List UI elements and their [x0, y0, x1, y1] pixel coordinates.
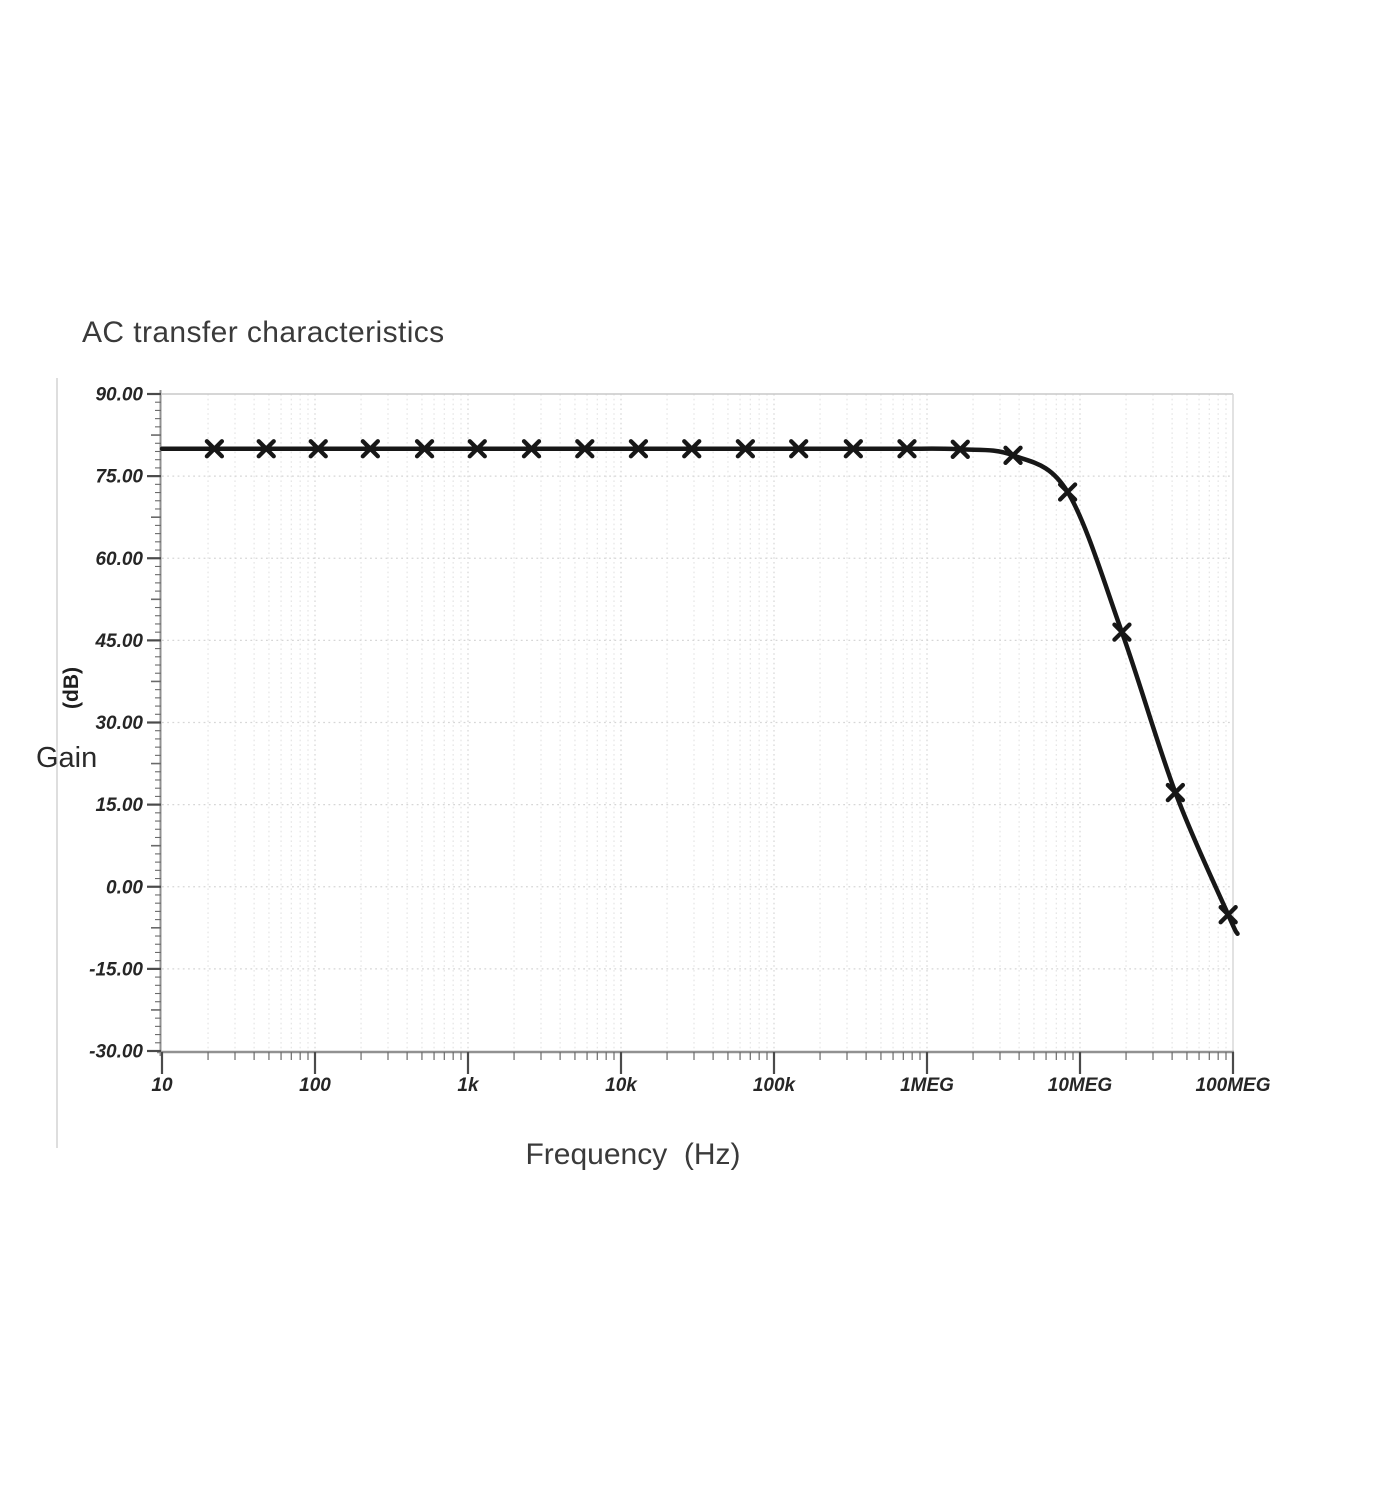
data-point-marker	[1218, 905, 1238, 925]
data-point-marker	[414, 439, 435, 459]
data-point-marker	[1003, 445, 1023, 465]
data-point-marker	[682, 439, 702, 459]
y-tick-label: 75.00	[95, 467, 143, 488]
data-point-marker	[950, 439, 970, 459]
data-point-marker	[789, 439, 809, 459]
x-tick-label: 100k	[753, 1075, 797, 1096]
data-point-marker	[521, 439, 542, 459]
data-point-marker	[575, 439, 595, 459]
y-tick-label: 45.00	[94, 631, 143, 652]
y-axis-unit-label: (dB)	[58, 662, 86, 714]
data-point-marker	[360, 439, 380, 459]
data-point-marker	[204, 439, 225, 459]
x-tick-label: 10k	[605, 1075, 638, 1096]
y-tick-label: 15.00	[95, 795, 143, 816]
y-tick-label: 60.00	[95, 549, 143, 570]
x-axis-label: Frequency (Hz)	[525, 1138, 741, 1171]
y-tick-label: 90.00	[95, 385, 143, 406]
x-tick-label: 100MEG	[1196, 1075, 1271, 1096]
y-tick-label: -30.00	[89, 1042, 143, 1063]
y-tick-label: -15.00	[89, 959, 143, 980]
data-point-marker	[308, 439, 328, 459]
data-point-marker	[628, 439, 649, 459]
x-tick-label: 1k	[457, 1075, 480, 1096]
x-tick-label: 1MEG	[900, 1075, 954, 1096]
panel-divider-line	[56, 378, 58, 1148]
data-point-marker	[1165, 782, 1186, 803]
x-tick-label: 10MEG	[1048, 1075, 1113, 1096]
data-point-marker	[1057, 482, 1078, 502]
chart-title: AC transfer characteristics	[82, 316, 445, 349]
data-point-marker	[467, 439, 487, 459]
data-point-marker	[1112, 622, 1132, 642]
data-point-marker	[735, 439, 756, 459]
gain-curve	[159, 446, 1240, 937]
y-axis-name-label: Gain	[36, 742, 98, 774]
y-tick-label: 0.00	[106, 877, 143, 898]
y-tick-label: 30.00	[95, 713, 143, 734]
data-point-marker	[256, 439, 276, 459]
data-point-marker	[843, 439, 863, 459]
x-tick-label: 100	[299, 1075, 331, 1096]
data-point-marker	[897, 439, 917, 459]
x-tick-label: 10	[151, 1075, 173, 1096]
